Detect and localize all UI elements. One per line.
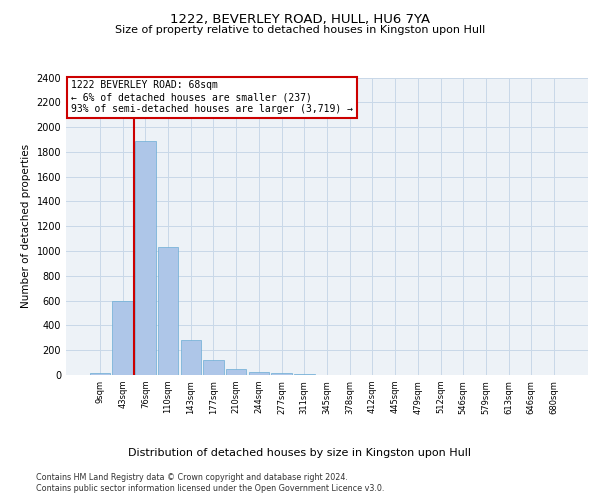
Bar: [294, 374, 314, 375]
Text: Contains HM Land Registry data © Crown copyright and database right 2024.: Contains HM Land Registry data © Crown c…: [36, 472, 348, 482]
Bar: [158, 246, 178, 375]
Bar: [90, 372, 110, 375]
Bar: [135, 140, 155, 375]
Bar: [248, 372, 269, 375]
Bar: [203, 360, 224, 375]
Bar: [226, 370, 247, 375]
Bar: [271, 373, 292, 375]
Bar: [181, 340, 201, 375]
Text: 1222 BEVERLEY ROAD: 68sqm
← 6% of detached houses are smaller (237)
93% of semi-: 1222 BEVERLEY ROAD: 68sqm ← 6% of detach…: [71, 80, 353, 114]
Text: Contains public sector information licensed under the Open Government Licence v3: Contains public sector information licen…: [36, 484, 385, 493]
Bar: [112, 300, 133, 375]
Y-axis label: Number of detached properties: Number of detached properties: [21, 144, 31, 308]
Text: Size of property relative to detached houses in Kingston upon Hull: Size of property relative to detached ho…: [115, 25, 485, 35]
Text: 1222, BEVERLEY ROAD, HULL, HU6 7YA: 1222, BEVERLEY ROAD, HULL, HU6 7YA: [170, 12, 430, 26]
Text: Distribution of detached houses by size in Kingston upon Hull: Distribution of detached houses by size …: [128, 448, 472, 458]
